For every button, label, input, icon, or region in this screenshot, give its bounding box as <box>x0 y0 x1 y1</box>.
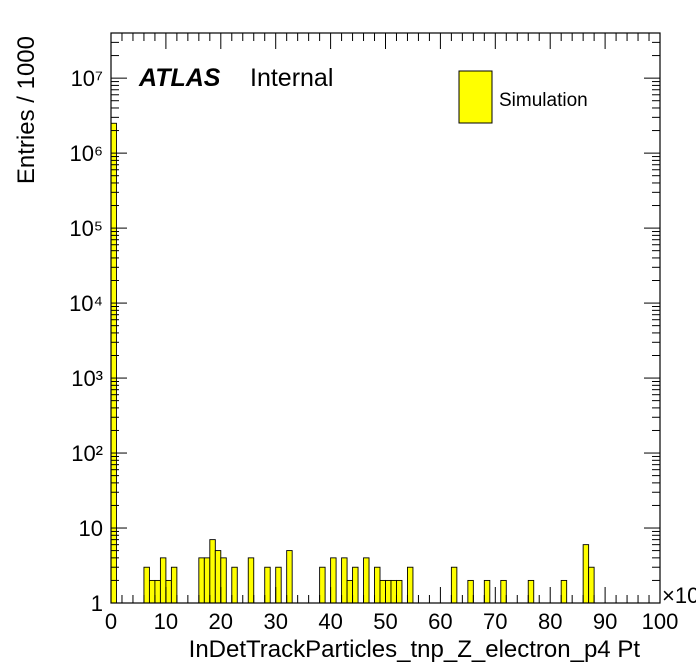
histogram-bar <box>467 579 474 604</box>
histogram-bar <box>352 566 359 604</box>
atlas-label: ATLAS <box>138 64 221 92</box>
histogram-bar <box>247 557 255 604</box>
histogram-bar <box>374 566 381 604</box>
histogram-bar <box>143 566 150 604</box>
y-tick-label: 10⁶ <box>69 141 103 166</box>
x-axis-title: InDetTrackParticles_tnp_Z_electron_p4 Pt <box>189 636 641 663</box>
histogram-bar <box>264 566 271 604</box>
histogram-bar <box>231 566 238 604</box>
histogram-bar <box>500 579 507 604</box>
y-tick-label: 10² <box>71 441 103 466</box>
y-tick-label: 10⁵ <box>69 216 103 241</box>
histogram-bar <box>560 579 568 604</box>
x-tick-label: 50 <box>373 609 397 634</box>
histogram-bar <box>209 539 216 604</box>
histogram-bar <box>319 566 326 604</box>
y-tick-labels: 1 10 10² 10³ 10⁴ 10⁵ 10⁶ 10⁷ <box>69 66 103 616</box>
histogram-bar <box>286 550 293 604</box>
histogram-bar <box>341 557 348 604</box>
histogram-bar <box>346 579 354 604</box>
histogram-bar <box>159 557 167 604</box>
axis-ticks <box>110 32 661 604</box>
histogram-bar <box>198 557 205 604</box>
x-axis-multiplier: ×10³ <box>662 583 696 608</box>
y-tick-label: 10⁴ <box>69 291 103 316</box>
x-tick-label: 60 <box>428 609 452 634</box>
x-tick-label: 20 <box>209 609 233 634</box>
histogram-bar <box>582 544 590 604</box>
histogram-bar <box>483 579 491 604</box>
histogram-bar <box>390 579 397 604</box>
histogram-bar <box>588 566 595 604</box>
x-tick-label: 100 <box>642 609 679 634</box>
histogram-bar <box>165 579 172 604</box>
histogram-bar <box>363 557 370 604</box>
x-tick-label: 90 <box>593 609 617 634</box>
y-tick-label: 10⁷ <box>71 66 103 91</box>
plot-frame <box>110 32 661 604</box>
y-tick-label: 1 <box>91 591 103 616</box>
histogram-bar <box>214 550 222 604</box>
x-tick-label: 70 <box>483 609 507 634</box>
histogram-bar <box>275 566 282 604</box>
x-tick-label: 10 <box>154 609 178 634</box>
histogram-bar <box>407 566 414 604</box>
histogram-bar <box>379 579 386 604</box>
x-tick-label: 40 <box>318 609 342 634</box>
y-axis-title: Entries / 1000 <box>13 36 40 184</box>
histogram-bar <box>148 579 156 604</box>
histogram-bar <box>220 557 227 604</box>
histogram-bar <box>330 557 337 604</box>
x-tick-labels: 0 10 20 30 40 50 60 70 80 90 100 <box>105 609 678 634</box>
histogram-bar <box>450 566 458 604</box>
legend-swatch-simulation <box>458 70 493 124</box>
histogram-bar <box>385 579 392 604</box>
x-tick-label: 30 <box>263 609 287 634</box>
histogram-bar <box>203 557 211 604</box>
histogram-bar <box>154 579 161 604</box>
y-tick-label: 10 <box>79 516 103 541</box>
y-tick-label: 10³ <box>71 366 103 391</box>
histogram-bar <box>527 579 535 604</box>
histogram-bar <box>170 566 178 604</box>
x-tick-label: 80 <box>538 609 562 634</box>
histogram-bar <box>396 579 403 604</box>
x-tick-label: 0 <box>105 609 117 634</box>
atlas-internal-label: Internal <box>250 64 333 92</box>
legend-label-simulation: Simulation <box>499 90 588 111</box>
